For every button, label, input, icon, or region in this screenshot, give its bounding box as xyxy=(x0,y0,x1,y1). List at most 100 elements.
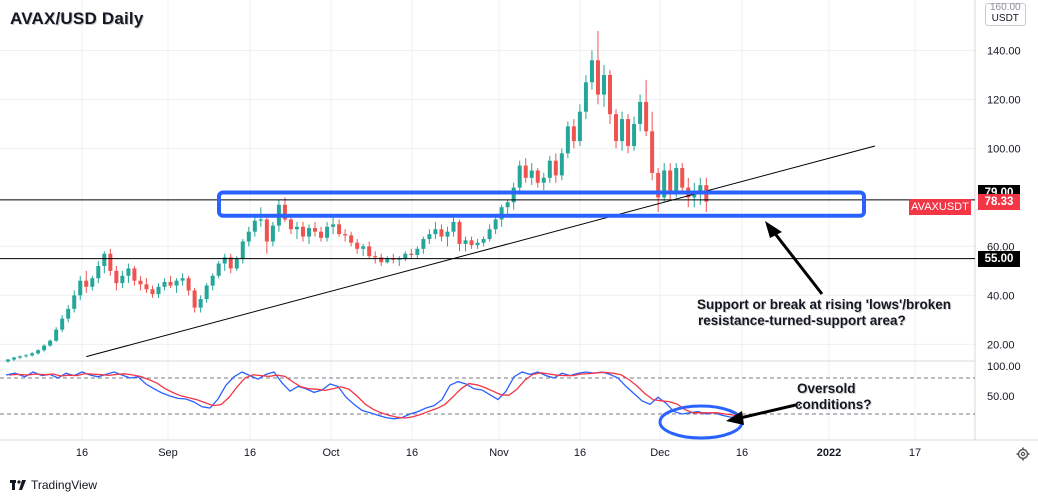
candle xyxy=(601,65,606,107)
last-price-tag: 78.33 xyxy=(978,193,1020,210)
candle-body xyxy=(373,256,378,258)
candle-body xyxy=(294,226,299,230)
candle xyxy=(120,270,125,289)
candle xyxy=(541,172,546,191)
candle xyxy=(180,273,185,286)
candle xyxy=(559,148,564,181)
candle-body xyxy=(156,286,161,295)
candle xyxy=(12,356,17,361)
candle xyxy=(493,214,498,235)
candle xyxy=(355,239,360,254)
candle-body xyxy=(96,265,101,279)
candle-body xyxy=(553,160,558,176)
candle xyxy=(288,214,293,235)
candle-body xyxy=(457,221,462,244)
candle xyxy=(66,305,71,323)
candle-body xyxy=(355,242,360,249)
candle-body xyxy=(644,101,649,132)
candle-body xyxy=(132,268,137,281)
candle-body xyxy=(571,126,576,142)
candle-body xyxy=(288,219,293,230)
candle-body xyxy=(349,235,354,243)
stoch-d-line xyxy=(8,371,742,419)
candle-body xyxy=(198,299,203,308)
stoch-axis-label: 50.00 xyxy=(987,391,1015,403)
candle xyxy=(282,197,287,222)
candle xyxy=(409,248,414,259)
candle-body xyxy=(632,123,637,146)
time-axis-label: Dec xyxy=(650,447,670,459)
candle-body xyxy=(415,248,420,255)
candle-body xyxy=(36,350,41,354)
candle xyxy=(228,253,233,274)
candle-body xyxy=(162,281,167,287)
candle-body xyxy=(313,228,318,232)
candle xyxy=(48,339,53,347)
candle xyxy=(349,231,354,247)
oversold-annotation: Oversold conditions? xyxy=(795,381,872,413)
candle xyxy=(294,221,299,240)
candle xyxy=(385,256,390,264)
candle xyxy=(240,239,245,264)
candle-body xyxy=(391,258,396,260)
chart-grid xyxy=(0,0,1038,441)
tradingview-logo-icon xyxy=(10,480,26,490)
price-axis-label: 120.00 xyxy=(987,94,1021,106)
candle-body xyxy=(48,340,53,346)
candle-body xyxy=(174,280,179,286)
candle-body xyxy=(601,74,606,95)
symbol-tag: AVAXUSDT xyxy=(909,199,971,215)
candle xyxy=(704,177,709,213)
candle-body xyxy=(529,170,534,178)
candle-body xyxy=(282,204,287,220)
currency-selector[interactable]: 160.00 USDT xyxy=(985,2,1026,26)
top-price-label: 160.00 xyxy=(990,2,1021,13)
candle xyxy=(162,278,167,291)
candle-body xyxy=(595,60,600,95)
candle-body xyxy=(186,278,191,291)
candle-body xyxy=(662,170,667,198)
candle-body xyxy=(680,168,685,188)
candle-body xyxy=(204,285,209,300)
gear-icon[interactable] xyxy=(1016,447,1030,461)
candle-body xyxy=(150,289,155,295)
candle-body xyxy=(614,114,619,142)
candle-body xyxy=(620,119,625,142)
oversold-annotation-line1: Oversold xyxy=(797,381,856,396)
candle xyxy=(24,354,29,358)
candle xyxy=(595,30,600,105)
candle-body xyxy=(120,275,125,284)
candle xyxy=(481,236,486,247)
candle xyxy=(571,119,576,149)
candle-body xyxy=(668,170,673,193)
candle xyxy=(138,275,143,291)
candle xyxy=(451,217,456,237)
time-axis-label: 16 xyxy=(76,447,88,459)
candle-body xyxy=(541,177,546,183)
candle-body xyxy=(319,231,324,238)
candlestick-series xyxy=(6,30,709,363)
candle xyxy=(397,256,402,266)
candle-body xyxy=(240,241,245,259)
candle xyxy=(469,236,474,249)
candle-body xyxy=(403,253,408,259)
candle-body xyxy=(535,170,540,183)
price-axis-label: 100.00 xyxy=(987,143,1021,155)
tradingview-branding[interactable]: TradingView xyxy=(10,478,97,492)
candle xyxy=(439,224,444,242)
candle xyxy=(72,290,77,313)
candle-body xyxy=(18,356,23,358)
candle-body xyxy=(608,74,612,115)
candle-body xyxy=(463,240,468,244)
candle-body xyxy=(481,239,486,243)
candle xyxy=(614,109,619,149)
candle-body xyxy=(589,60,594,83)
candle-body xyxy=(180,278,185,281)
candle xyxy=(692,182,697,208)
support-annotation-line2: resistance-turned-support area? xyxy=(698,313,906,328)
oversold-arrow xyxy=(739,402,801,420)
price-axis-label: 20.00 xyxy=(987,339,1015,351)
time-axis-label: Oct xyxy=(322,447,339,459)
candle-body xyxy=(692,192,697,198)
